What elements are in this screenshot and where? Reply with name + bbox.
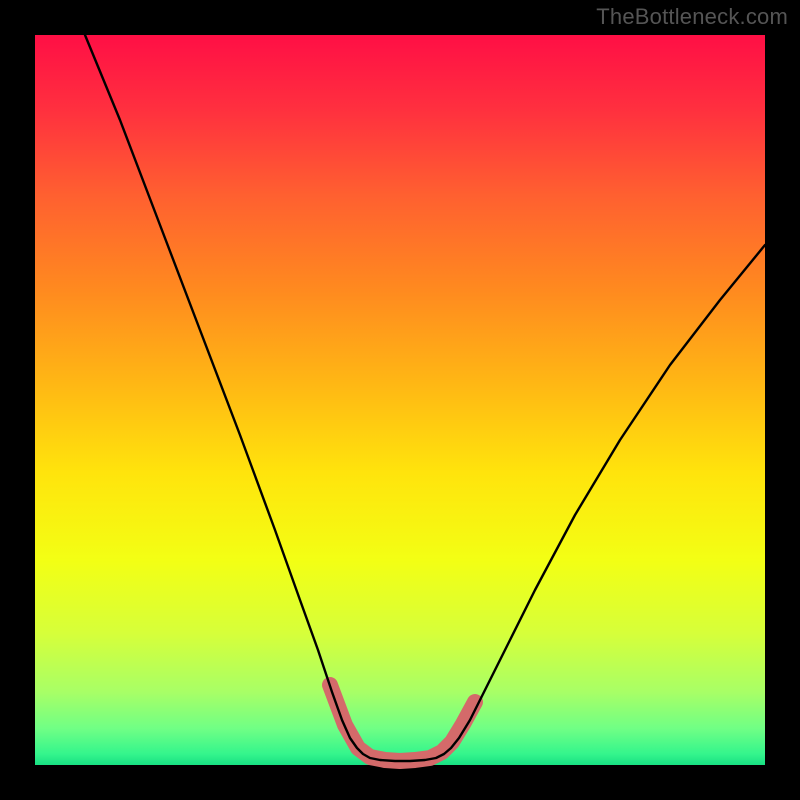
watermark-text: TheBottleneck.com xyxy=(596,4,788,30)
gradient-background xyxy=(35,35,765,765)
chart-stage: TheBottleneck.com xyxy=(0,0,800,800)
chart-svg xyxy=(0,0,800,800)
